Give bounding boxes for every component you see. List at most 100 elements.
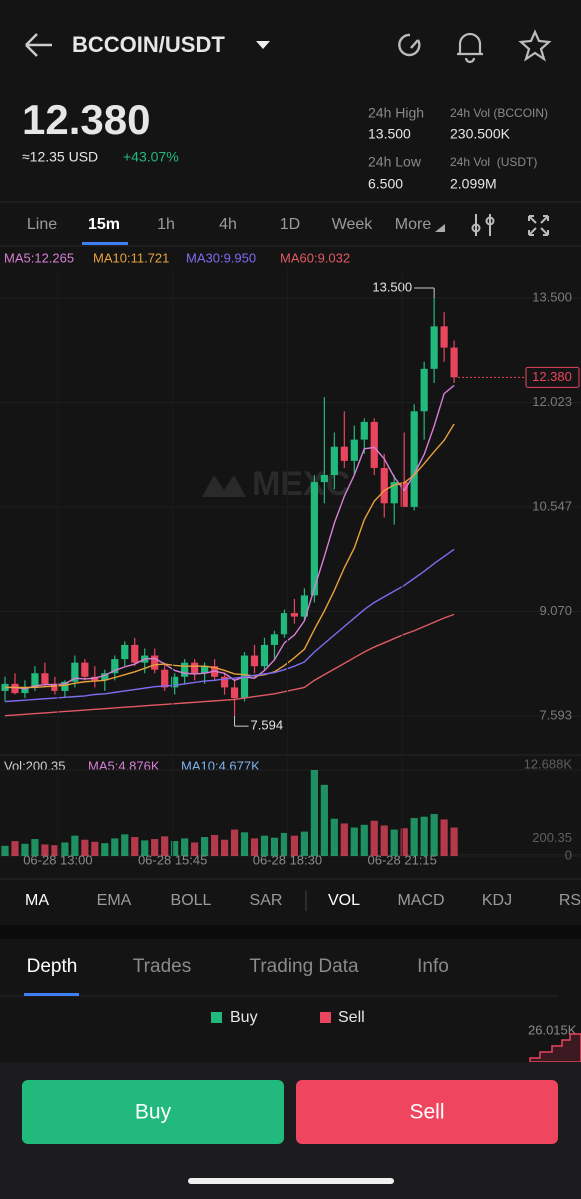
indicator-tab[interactable]: BOLL [171,892,212,909]
candle-body [181,662,189,677]
volume-bar [290,835,299,856]
y-tick-label: 9.070 [539,603,572,618]
indicator-tab[interactable]: RS [559,892,581,909]
candle-body [430,326,438,369]
candle-body [440,326,448,348]
buy-button-label: Buy [135,1101,172,1124]
volume-bar [181,838,189,856]
volume-tick-label: 0 [565,847,572,862]
candle-body [420,368,428,412]
volume-bar [450,827,458,856]
y-tick-label: 10.547 [532,499,572,514]
buy-legend: Buy [230,1009,258,1026]
candle-body [350,439,358,461]
settings-knob [485,216,495,226]
interval-tab[interactable]: Line [27,216,57,233]
candle-body [61,681,69,691]
low-label: 7.594 [251,718,284,733]
volume-bar [300,831,308,856]
volume-bar [11,841,19,856]
interval-tab[interactable]: 1h [157,216,175,233]
volume-bar [91,841,99,856]
volume-bar [161,836,169,856]
interval-tab[interactable]: Week [332,216,374,233]
volume-bar [370,820,378,856]
bottom-tab[interactable]: Trades [133,956,191,977]
interval-tab[interactable]: 1D [280,216,300,233]
volume-bar [440,819,448,856]
volume-bar [390,829,398,856]
ma-line [4,613,455,717]
bottom-tab[interactable]: Depth [27,956,78,977]
bell-icon[interactable] [457,32,483,64]
indicator-tab[interactable]: EMA [97,892,132,909]
volume-tick-label: 200.35 [532,830,572,845]
candle-body [230,687,239,699]
interval-tab[interactable]: 15m [88,216,120,233]
candle-body [290,613,299,617]
volume-bar [191,842,199,856]
buy-button[interactable] [22,1080,284,1144]
sell-button[interactable] [296,1080,558,1144]
volume-bar [21,843,29,856]
candle-body [300,595,308,617]
volume-bar [41,844,49,856]
volume-bar [61,842,69,856]
volume-tick-label: 12.688K [524,756,573,771]
pair-title[interactable]: BCCOIN/USDT [72,32,225,57]
interval-tab[interactable]: More [395,216,432,233]
indicator-tab[interactable]: MA [25,892,49,909]
back-button[interactable] [25,33,52,57]
favorite-star[interactable] [518,29,552,62]
candle-body [41,673,49,684]
x-tick-label: 06-28 21:15 [368,852,437,867]
interval-tab[interactable]: 4h [219,216,237,233]
candle-body [1,683,9,691]
volume-bar [350,827,358,856]
sell-legend: Sell [338,1009,365,1026]
candle-body [21,687,29,694]
stat-label: 24h Vol (BCCOIN) [450,106,548,120]
candle-body [340,446,348,461]
candle-body [191,662,199,674]
volume-bar [71,835,79,856]
volume-bar [320,784,328,856]
indicator-tab[interactable]: MACD [397,892,444,909]
depth-axis-label: 26.015K [528,1022,577,1037]
pair-dropdown[interactable] [256,41,270,49]
candle-body [161,669,169,688]
indicator-settings-icon[interactable] [471,214,495,236]
volume-bar [330,818,338,856]
back-arrow [25,33,52,57]
volume-bar [121,834,129,856]
volume-bar [240,832,249,856]
x-tick-label: 06-28 15:45 [138,852,207,867]
indicator-tab[interactable]: SAR [250,892,283,909]
bottom-tab[interactable]: Info [417,956,449,977]
indicator-tab[interactable]: KDJ [482,892,512,909]
watermark-logo [202,475,246,497]
refresh-icon[interactable] [398,33,421,57]
bottom-tab[interactable]: Trading Data [249,956,359,977]
y-tick-label: 7.593 [539,708,572,723]
last-price-tag [525,366,580,388]
candle-body [390,482,398,504]
indicator-tab[interactable]: VOL [328,892,360,909]
ma-legend: MA5:12.265 [4,250,74,265]
volume-bar [141,840,149,856]
candle-body [370,421,378,468]
candle-body [280,613,289,635]
candle-body [400,482,408,507]
settings-knob [471,223,481,233]
fullscreen-icon[interactable] [528,215,549,236]
volume-bar [51,845,59,856]
volume-bar [230,829,239,856]
volume-bar [101,843,109,856]
sell-legend-swatch [320,1012,331,1023]
buy-legend-swatch [211,1012,222,1023]
volume-bar [151,839,159,856]
